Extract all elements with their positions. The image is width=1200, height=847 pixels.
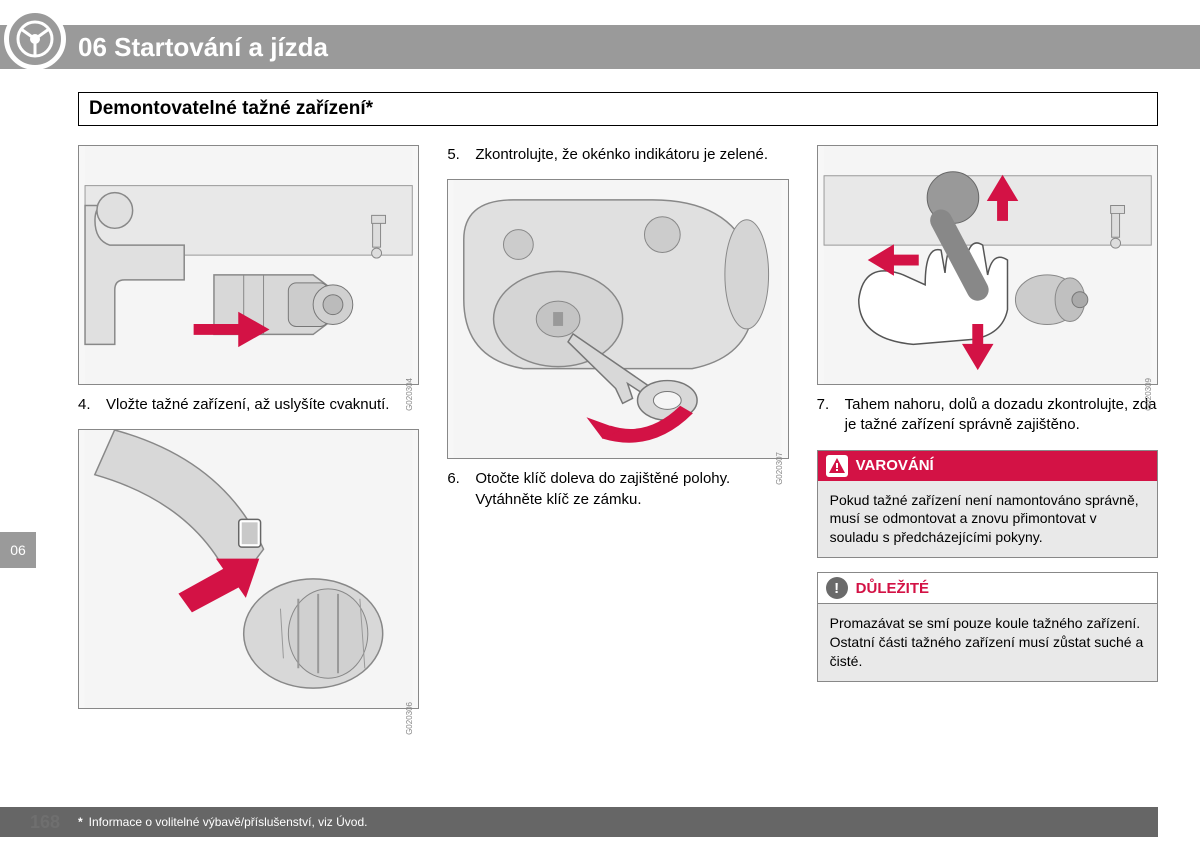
step-6: 6. Otočte klíč doleva do zajištěné poloh… [447, 469, 788, 510]
content-area: G020304 4. Vložte tažné zařízení, až usl… [78, 145, 1158, 797]
figure-step4b: G020306 [78, 429, 419, 709]
footer-bar: * Informace o volitelné výbavě/příslušen… [0, 807, 1158, 837]
step-text: Otočte klíč doleva do zajištěné polohy. … [475, 469, 788, 510]
figure-step7: G020309 [817, 145, 1158, 385]
step-text: Zkontrolujte, že okénko indikátoru je ze… [475, 145, 768, 165]
warning-header: VAROVÁNÍ [818, 451, 1157, 481]
warning-body: Pokud tažné zařízení není namontováno sp… [818, 481, 1157, 558]
step-text: Tahem nahoru, dolů a dozadu zkontrolujte… [845, 395, 1158, 436]
step-number: 6. [447, 469, 467, 510]
figure-step6: G020307 [447, 179, 788, 459]
figure-id: G020306 [405, 702, 414, 735]
figure-id: G020309 [1144, 378, 1153, 411]
footnote-text: Informace o volitelné výbavě/příslušenst… [89, 815, 368, 829]
step-number: 5. [447, 145, 467, 165]
important-header: ! DŮLEŽITÉ [818, 573, 1157, 604]
step-number: 4. [78, 395, 98, 415]
chapter-header: 06 Startování a jízda [0, 25, 1200, 69]
step-text: Vložte tažné zařízení, až uslyšíte cvakn… [106, 395, 389, 415]
section-title: Demontovatelné tažné zařízení* [89, 98, 1147, 120]
step-number: 7. [817, 395, 837, 436]
page-number: 168 [30, 812, 60, 833]
column-1: G020304 4. Vložte tažné zařízení, až usl… [78, 145, 419, 797]
step-7: 7. Tahem nahoru, dolů a dozadu zkontrolu… [817, 395, 1158, 436]
steering-wheel-icon [4, 8, 66, 70]
important-icon: ! [826, 577, 848, 599]
figure-step4: G020304 [78, 145, 419, 385]
important-body: Promazávat se smí pouze koule tažného za… [818, 604, 1157, 681]
figure-id: G020304 [405, 378, 414, 411]
section-title-box: Demontovatelné tažné zařízení* [78, 92, 1158, 126]
important-callout: ! DŮLEŽITÉ Promazávat se smí pouze koule… [817, 572, 1158, 682]
footnote-star: * [78, 815, 83, 829]
warning-callout: VAROVÁNÍ Pokud tažné zařízení není namon… [817, 450, 1158, 559]
warning-icon [826, 455, 848, 477]
side-chapter-tab: 06 [0, 532, 36, 568]
chapter-title: 06 Startování a jízda [78, 32, 328, 63]
important-label: DŮLEŽITÉ [856, 580, 929, 597]
warning-label: VAROVÁNÍ [856, 457, 934, 474]
figure-id: G020307 [775, 452, 784, 485]
column-2: 5. Zkontrolujte, že okénko indikátoru je… [447, 145, 788, 797]
column-3: G020309 7. Tahem nahoru, dolů a dozadu z… [817, 145, 1158, 797]
step-4: 4. Vložte tažné zařízení, až uslyšíte cv… [78, 395, 419, 415]
step-5: 5. Zkontrolujte, že okénko indikátoru je… [447, 145, 788, 165]
